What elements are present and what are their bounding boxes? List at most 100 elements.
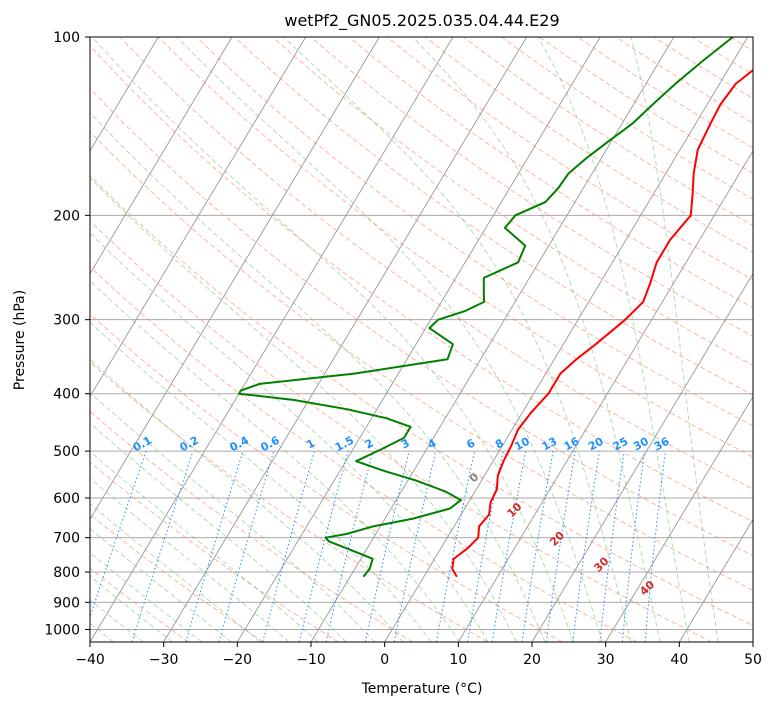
dry-adiabat-line — [90, 513, 264, 642]
dry-adiabat-line — [501, 37, 753, 200]
mixing-ratio-line — [218, 450, 275, 642]
y-tick-label: 800 — [53, 565, 80, 581]
mixing-ratio-label: 2 — [363, 436, 376, 451]
y-tick-label: 300 — [53, 313, 80, 329]
dry-adiabat-line — [653, 37, 753, 100]
dry-adiabat-line — [90, 461, 339, 642]
dry-adiabat-line — [463, 37, 753, 226]
moist-adiabat-line — [283, 37, 632, 642]
moist-adiabats — [90, 37, 719, 642]
y-axis-ticks: 100 200 300 400 500 600 700 800 900 1000 — [44, 30, 90, 638]
mixing-ratio-line — [325, 450, 374, 642]
y-tick-label: 900 — [53, 595, 80, 611]
mixing-ratio-line — [491, 451, 527, 642]
dry-adiabat-line — [90, 45, 753, 523]
mixing-ratio-line — [599, 451, 625, 642]
x-tick-label: 30 — [597, 652, 615, 668]
moist-adiabat-line — [90, 552, 203, 642]
mixing-ratio-line — [90, 450, 147, 619]
dry-adiabat-line — [386, 37, 753, 281]
moist-adiabat-line — [90, 321, 432, 642]
dry-adiabat-line — [90, 175, 753, 627]
mixing-ratio-line — [545, 451, 576, 642]
y-tick-label: 500 — [53, 444, 80, 460]
isotherm-line — [310, 37, 675, 642]
moist-adiabat-label: 20 — [547, 529, 567, 549]
dry-adiabat-line — [90, 567, 190, 642]
mixing-ratio-line — [185, 450, 244, 642]
moist-adiabat-line — [90, 177, 517, 642]
moist-adiabat-label: 40 — [637, 578, 657, 598]
profiles — [238, 37, 753, 578]
mixing-ratio-line — [262, 450, 315, 642]
dry-adiabat-line — [539, 37, 753, 174]
dry-adiabat-line — [234, 37, 753, 396]
temperature-profile-line — [451, 68, 753, 578]
dry-adiabat-line — [348, 37, 753, 309]
mixing-ratio-line — [393, 450, 437, 642]
x-tick-label: 40 — [670, 652, 688, 668]
y-tick-label: 200 — [53, 208, 80, 224]
plot-frame — [89, 36, 754, 643]
y-tick-label: 100 — [53, 30, 80, 46]
moist-adiabat-line — [90, 358, 404, 642]
mixing-ratio-line — [364, 450, 410, 642]
dry-adiabat-line — [90, 220, 712, 642]
dry-adiabat-line — [90, 266, 638, 642]
moist-adiabat-line — [176, 37, 603, 642]
moist-adiabat-line — [90, 232, 489, 642]
moist-adiabat-line — [90, 575, 173, 642]
moist-adiabat-line — [90, 503, 261, 642]
isotherm-line — [163, 37, 528, 642]
x-tick-label: 10 — [449, 652, 467, 668]
isotherm-grid — [90, 37, 753, 642]
chart-title: wetPf2_GN05.2025.035.04.44.E29 — [284, 11, 559, 31]
dry-adiabat-line — [196, 37, 753, 427]
mixing-ratio-label: 4 — [426, 436, 439, 451]
isotherm-line — [531, 272, 753, 642]
mixing-ratio-line — [572, 451, 600, 642]
isotherm-line — [457, 150, 753, 642]
moist-adiabat-line — [90, 477, 290, 642]
mixing-ratio-line — [298, 450, 349, 642]
plot-area: 0.10.20.40.611.52346810131620253036-100-… — [90, 37, 753, 642]
moist-adiabat-line — [90, 451, 319, 642]
moist-adiabat-line — [90, 527, 232, 642]
mixing-ratio-label: 10 — [512, 435, 532, 454]
moist-adiabat-line — [412, 37, 661, 642]
y-tick-label: 1000 — [44, 622, 80, 638]
x-axis-ticks: −40 −30 −20 −10 0 10 20 30 40 50 — [75, 642, 762, 668]
mixing-ratio-line — [621, 451, 646, 642]
mixing-ratio-line — [435, 450, 475, 642]
isotherm-line — [90, 37, 233, 275]
dry-adiabat-line — [272, 37, 753, 366]
moist-adiabat-line — [537, 37, 690, 642]
isotherm-line — [236, 37, 601, 642]
isotherm-line — [90, 37, 454, 642]
mixing-ratio-label: 36 — [652, 435, 672, 454]
x-tick-label: 20 — [523, 652, 541, 668]
mixing-ratio-line — [467, 450, 504, 642]
mixing-ratio-line — [521, 451, 554, 642]
mixing-ratio-label: 1 — [304, 436, 317, 451]
mixing-ratio-label: 6 — [464, 436, 477, 451]
mixing-ratio-label: 30 — [631, 435, 651, 454]
mixing-ratio-lines — [90, 450, 666, 642]
x-axis-label: Temperature (°C) — [361, 681, 483, 697]
isotherm-line — [90, 37, 380, 521]
mixing-ratio-line — [131, 450, 194, 642]
y-axis-label: Pressure (hPa) — [12, 290, 28, 390]
x-tick-label: −40 — [75, 652, 105, 668]
moist-adiabat-line — [90, 280, 461, 642]
dry-adiabat-line — [90, 410, 414, 642]
line-labels: 0.10.20.40.611.52346810131620253036-100-… — [131, 434, 672, 599]
moist-adiabat-line — [90, 111, 546, 642]
isotherm-line — [752, 641, 753, 642]
mixing-ratio-label: 20 — [586, 435, 606, 454]
isotherm-line — [90, 37, 307, 398]
isotherm-line — [678, 518, 753, 642]
x-tick-label: 50 — [744, 652, 762, 668]
x-tick-label: −30 — [149, 652, 179, 668]
mixing-ratio-label: 16 — [562, 435, 582, 454]
moist-adiabat-label: 10 — [505, 500, 525, 520]
